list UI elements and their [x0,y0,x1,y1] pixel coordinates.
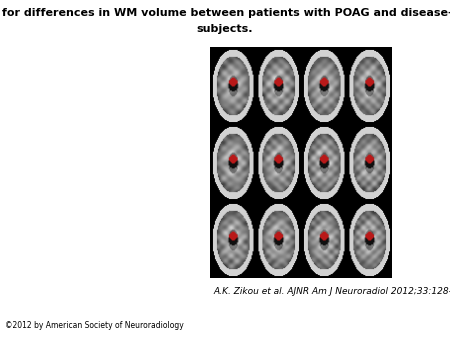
Text: AINR: AINR [318,290,392,314]
Text: AMERICAN JOURNAL OF NEURORADIOLOGY: AMERICAN JOURNAL OF NEURORADIOLOGY [302,320,408,324]
Text: VBM results for differences in WM volume between patients with POAG and disease-: VBM results for differences in WM volume… [0,8,450,19]
Text: ©2012 by American Society of Neuroradiology: ©2012 by American Society of Neuroradiol… [5,321,184,330]
Text: A.K. Zikou et al. AJNR Am J Neuroradiol 2012;33:128-134: A.K. Zikou et al. AJNR Am J Neuroradiol … [213,287,450,296]
Text: subjects.: subjects. [197,24,253,34]
